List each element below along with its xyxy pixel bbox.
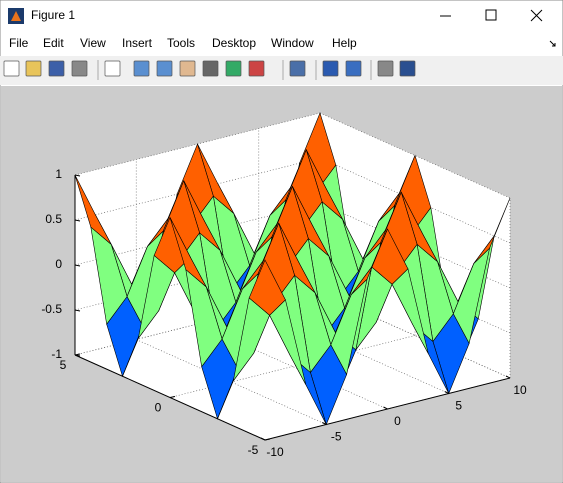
toolbar-button[interactable] bbox=[48, 60, 65, 77]
y-tick bbox=[264, 438, 271, 441]
x-tick-label: -5 bbox=[331, 430, 342, 444]
toolbar-button[interactable] bbox=[345, 60, 362, 77]
x-tick-label: -10 bbox=[266, 445, 284, 459]
x-tick-label: 5 bbox=[455, 399, 462, 413]
z-tick-label: 1 bbox=[55, 167, 62, 181]
z-tick bbox=[74, 174, 81, 177]
surface-face bbox=[169, 217, 207, 288]
close-button[interactable] bbox=[530, 9, 543, 22]
y-tick-label: -5 bbox=[248, 443, 259, 457]
toolbar bbox=[0, 56, 563, 85]
surface-face bbox=[351, 228, 388, 295]
menu-item[interactable]: Insert bbox=[122, 36, 153, 50]
toolbar-button[interactable] bbox=[104, 60, 121, 77]
surface-face bbox=[248, 259, 286, 316]
x-tick bbox=[260, 437, 266, 441]
surface-face bbox=[74, 174, 112, 245]
menu-bar: File Edit View Insert Tools Desktop Window Help bbox=[9, 36, 357, 50]
toolbar-button[interactable] bbox=[248, 60, 265, 77]
toolbar-button[interactable] bbox=[133, 60, 150, 77]
dock-arrow[interactable] bbox=[549, 40, 556, 47]
y-tick bbox=[169, 396, 176, 398]
surface-face bbox=[473, 197, 511, 264]
toolbar-button[interactable] bbox=[225, 60, 242, 77]
x-tick bbox=[322, 422, 327, 425]
x-tick-label: 0 bbox=[394, 414, 401, 428]
app-icon-logo bbox=[11, 11, 21, 21]
menu-item[interactable]: Desktop bbox=[212, 36, 256, 50]
menu-item[interactable]: Window bbox=[271, 36, 314, 50]
title-bar: Figure 1 bbox=[8, 8, 543, 24]
x-tick-label: 10 bbox=[513, 383, 527, 397]
menu-item[interactable]: Tools bbox=[167, 36, 195, 50]
toolbar-button[interactable] bbox=[322, 60, 339, 77]
menu-item[interactable]: View bbox=[80, 36, 106, 50]
toolbar-button[interactable] bbox=[377, 60, 394, 77]
toolbar-button[interactable] bbox=[71, 60, 88, 77]
menu-item[interactable]: Edit bbox=[43, 36, 64, 50]
window-title: Figure 1 bbox=[31, 8, 75, 22]
z-tick-label: 0.5 bbox=[45, 212, 62, 226]
z-tick-label: -0.5 bbox=[41, 302, 62, 316]
toolbar-button[interactable] bbox=[156, 60, 173, 77]
menu-item[interactable]: Help bbox=[332, 36, 357, 50]
menu-item[interactable]: File bbox=[9, 36, 29, 50]
toolbar-button[interactable] bbox=[25, 60, 42, 77]
maximize-button[interactable] bbox=[485, 9, 497, 21]
z-tick-label: -1 bbox=[51, 347, 62, 361]
toolbar-button[interactable] bbox=[289, 60, 306, 77]
z-tick bbox=[74, 219, 81, 222]
toolbar-button[interactable] bbox=[202, 60, 219, 77]
x-tick bbox=[505, 375, 511, 379]
toolbar-button[interactable] bbox=[179, 60, 196, 77]
z-tick-label: 0 bbox=[55, 257, 62, 271]
toolbar-button[interactable] bbox=[3, 60, 20, 77]
x-tick bbox=[383, 406, 388, 410]
toolbar-buttons bbox=[3, 60, 416, 80]
z-tick bbox=[74, 309, 81, 312]
toolbar-button[interactable] bbox=[399, 60, 416, 77]
axes: -1 -0.5 0 0.5 1 -10 -5 0 5 10 -5 0 5 bbox=[41, 112, 527, 459]
y-tick-label: 5 bbox=[60, 358, 67, 372]
y-tick bbox=[74, 353, 81, 356]
y-tick-label: 0 bbox=[155, 401, 162, 415]
x-tick bbox=[444, 391, 449, 394]
z-tick bbox=[74, 264, 81, 267]
